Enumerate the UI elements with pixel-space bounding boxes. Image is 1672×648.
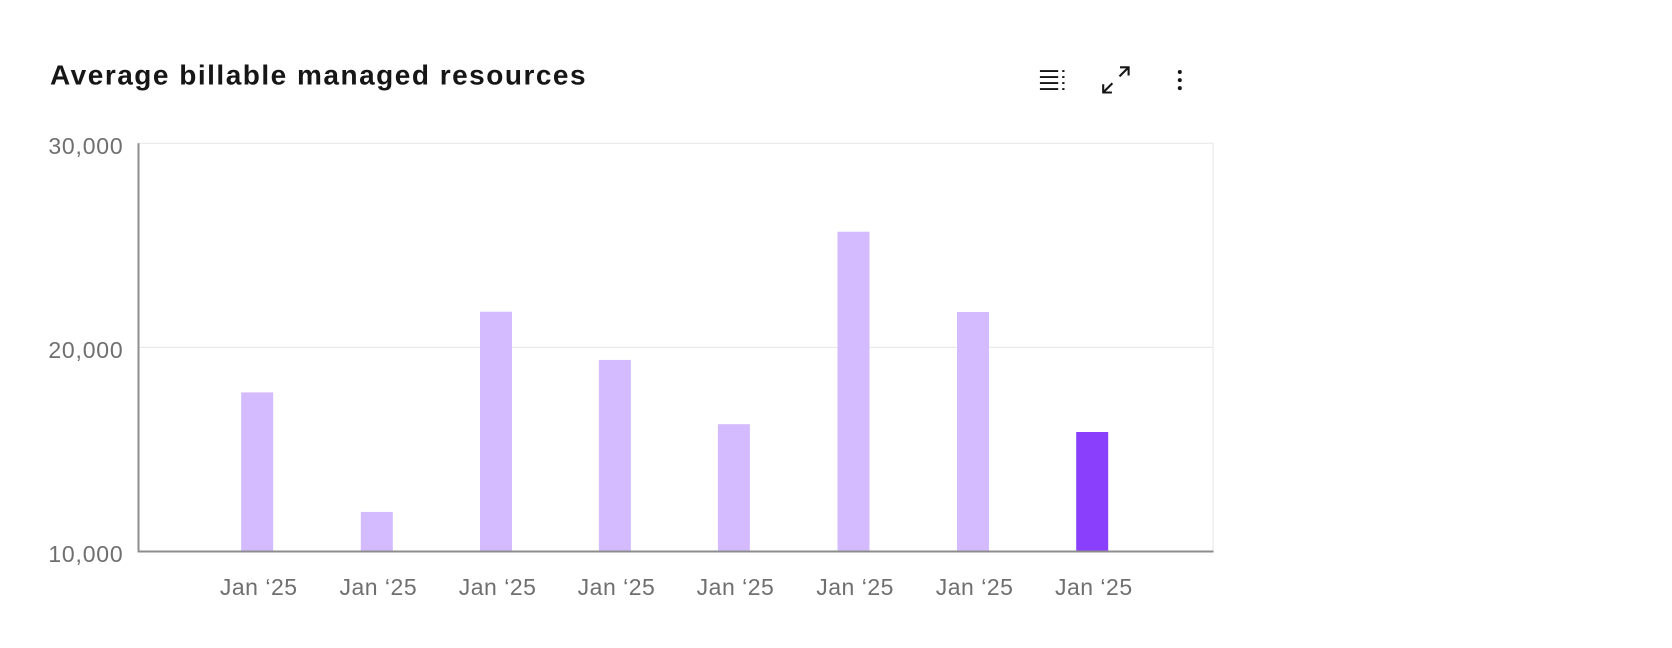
svg-text:Average billable managed resou: Average billable managed resources bbox=[50, 60, 587, 91]
svg-text:20,000: 20,000 bbox=[48, 337, 123, 363]
svg-text:Jan ‘25: Jan ‘25 bbox=[459, 574, 537, 600]
svg-text:10,000: 10,000 bbox=[48, 541, 123, 567]
svg-text:Jan ‘25: Jan ‘25 bbox=[697, 574, 775, 600]
svg-text:Jan ‘25: Jan ‘25 bbox=[1055, 574, 1133, 600]
svg-text:30,000: 30,000 bbox=[48, 133, 123, 159]
svg-text:Jan ‘25: Jan ‘25 bbox=[936, 574, 1014, 600]
svg-text:Jan ‘25: Jan ‘25 bbox=[578, 574, 656, 600]
svg-text:Jan ‘25: Jan ‘25 bbox=[339, 574, 417, 600]
svg-text:Jan ‘25: Jan ‘25 bbox=[220, 574, 298, 600]
svg-text:Jan ‘25: Jan ‘25 bbox=[816, 574, 894, 600]
